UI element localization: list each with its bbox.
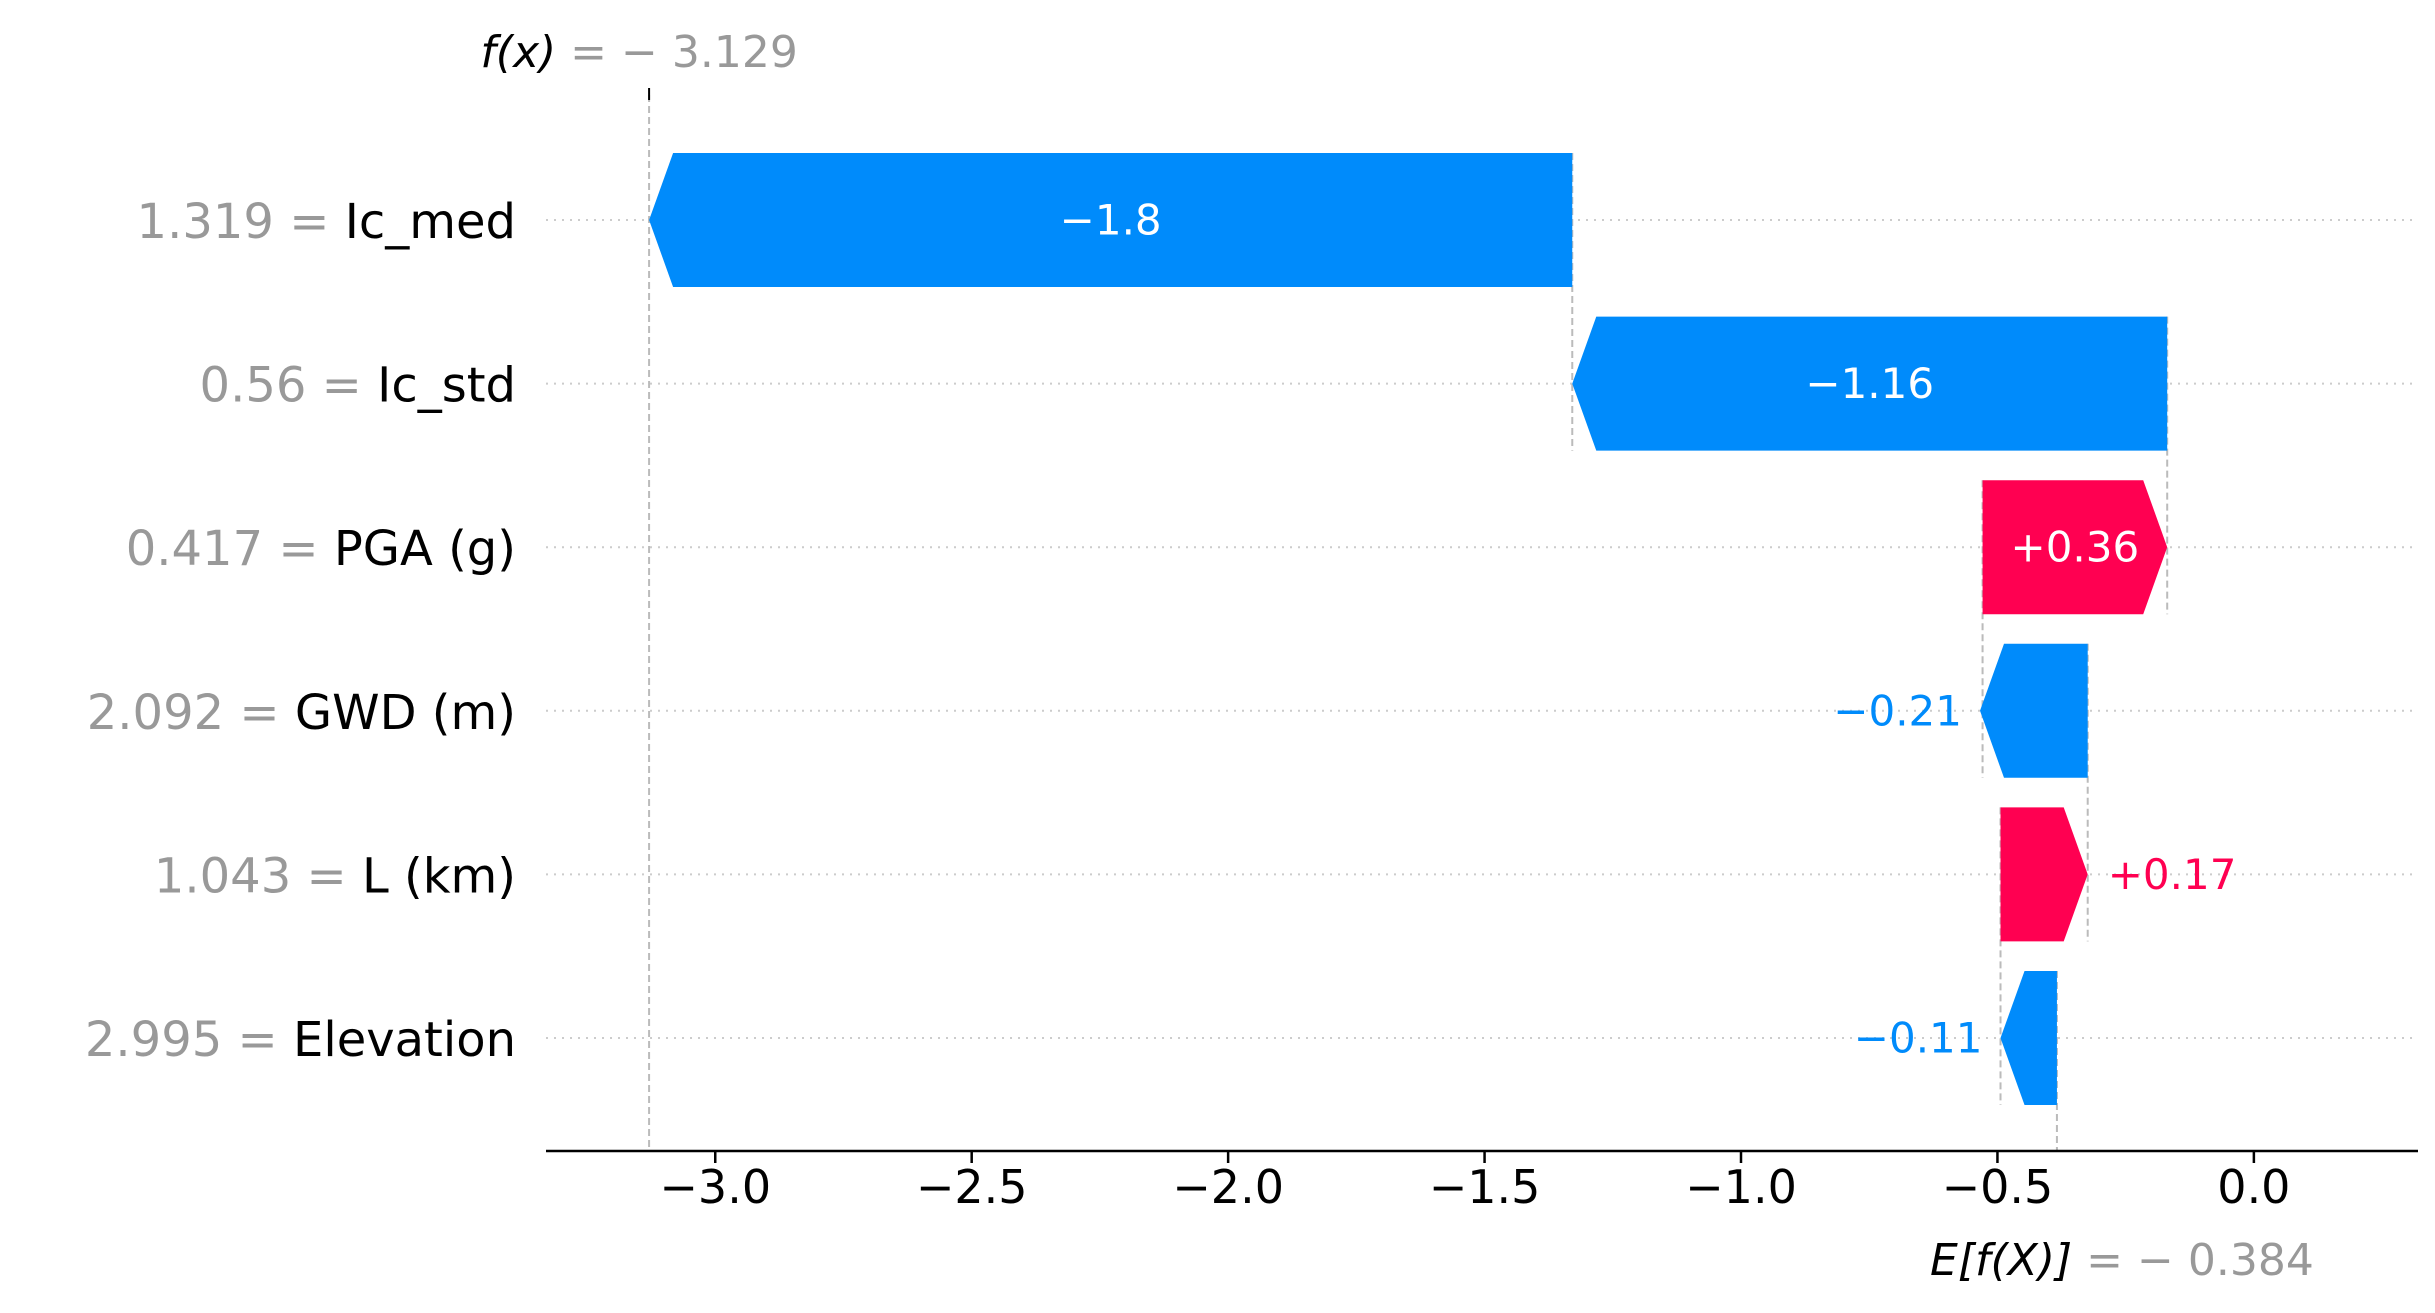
- x-tick-label: 0.0: [2217, 1160, 2290, 1214]
- bar-gwd-m-: [1980, 643, 2088, 778]
- efx-annotation: E[f(X)] = − 0.384: [1930, 1235, 2314, 1286]
- bar-pga-g-: [1982, 480, 2168, 615]
- feature-label: 0.56 = Ic_std: [200, 358, 516, 414]
- feature-name: Ic_med: [345, 194, 516, 250]
- efx-value: = − 0.384: [2086, 1235, 2314, 1286]
- x-axis: −3.0 −2.5 −2.0 −1.5 −1.0 −0.5 0.0: [546, 1149, 2418, 1214]
- feature-value: 1.319 =: [137, 194, 345, 250]
- feature-name: Ic_std: [377, 358, 516, 414]
- fx-value: = − 3.129: [570, 27, 798, 78]
- shap-value-label: −1.16: [1805, 359, 1934, 408]
- feature-value: 0.56 =: [200, 358, 378, 414]
- feature-name: GWD (m): [295, 685, 516, 741]
- bar-l-km-: [2000, 807, 2088, 942]
- feature-name: Elevation: [293, 1012, 516, 1068]
- feature-value: 0.417 =: [126, 521, 334, 577]
- bar-ic-std: [1572, 316, 2168, 451]
- feature-label: 2.092 = GWD (m): [87, 685, 516, 741]
- feature-name: PGA (g): [334, 521, 516, 577]
- x-tick-label: −0.5: [1942, 1160, 2054, 1214]
- feature-label: 2.995 = Elevation: [85, 1012, 516, 1068]
- fx-prefix: f(x): [480, 27, 570, 78]
- feature-label: 1.319 = Ic_med: [137, 194, 516, 250]
- x-tick-label: −1.0: [1685, 1160, 1797, 1214]
- bar-ic-med: [649, 153, 1573, 287]
- x-tick-label: −2.0: [1172, 1160, 1284, 1214]
- shap-value-label: +0.17: [2108, 850, 2237, 899]
- feature-value: 2.995 =: [85, 1012, 293, 1068]
- feature-label: 0.417 = PGA (g): [126, 521, 516, 577]
- bar-elevation: [2000, 971, 2057, 1105]
- x-tick-label: −1.5: [1429, 1160, 1541, 1214]
- annotations: f(x) = − 3.129 E[f(X)] = − 0.384: [480, 27, 2313, 1286]
- x-tick-label: −2.5: [916, 1160, 1028, 1214]
- feature-labels: 1.319 = Ic_med 0.56 = Ic_std 0.417 = PGA (…: [85, 194, 516, 1068]
- bars: −1.8 −1.16 +0.36 −0.21 +0.17 −0.11: [649, 153, 2236, 1105]
- feature-value: 2.092 =: [87, 685, 295, 741]
- feature-name: L (km): [362, 848, 516, 904]
- shap-value-label: −1.8: [1060, 196, 1162, 245]
- efx-prefix: E[f(X)]: [1930, 1235, 2086, 1286]
- feature-label: 1.043 = L (km): [154, 848, 516, 904]
- shap-value-label: −0.11: [1854, 1014, 1983, 1063]
- feature-value: 1.043 =: [154, 848, 362, 904]
- shap-value-label: −0.21: [1833, 686, 1962, 735]
- x-tick-label: −3.0: [659, 1160, 771, 1214]
- fx-annotation: f(x) = − 3.129: [480, 27, 798, 78]
- shap-value-label: +0.36: [2011, 523, 2140, 572]
- gridlines: [546, 219, 2418, 1039]
